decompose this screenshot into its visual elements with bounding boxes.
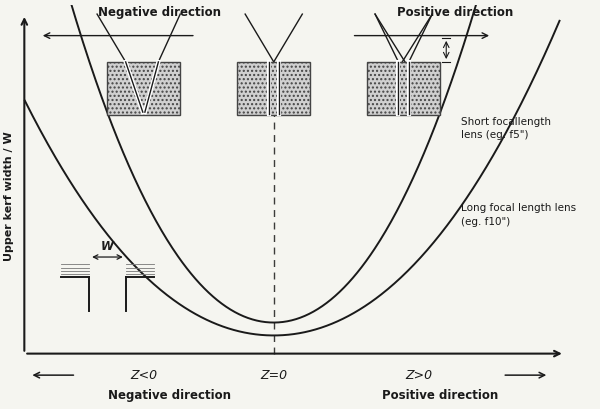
Text: Negative direction: Negative direction (109, 389, 232, 402)
Text: Long focal length lens
(eg. f10"): Long focal length lens (eg. f10") (461, 203, 576, 227)
Text: Upper kerf width / W: Upper kerf width / W (4, 131, 14, 261)
Text: Short focallength
lens (eg. f5"): Short focallength lens (eg. f5") (461, 117, 551, 140)
Bar (107, 62, 180, 115)
Text: Positive direction: Positive direction (397, 6, 514, 19)
Text: Z=0: Z=0 (260, 369, 287, 382)
Bar (367, 62, 440, 115)
Text: Z<0: Z<0 (130, 369, 157, 382)
Text: W: W (101, 240, 114, 253)
Bar (238, 62, 310, 115)
Text: Z>0: Z>0 (406, 369, 433, 382)
Text: Negative direction: Negative direction (98, 6, 221, 19)
Text: Positive direction: Positive direction (382, 389, 498, 402)
